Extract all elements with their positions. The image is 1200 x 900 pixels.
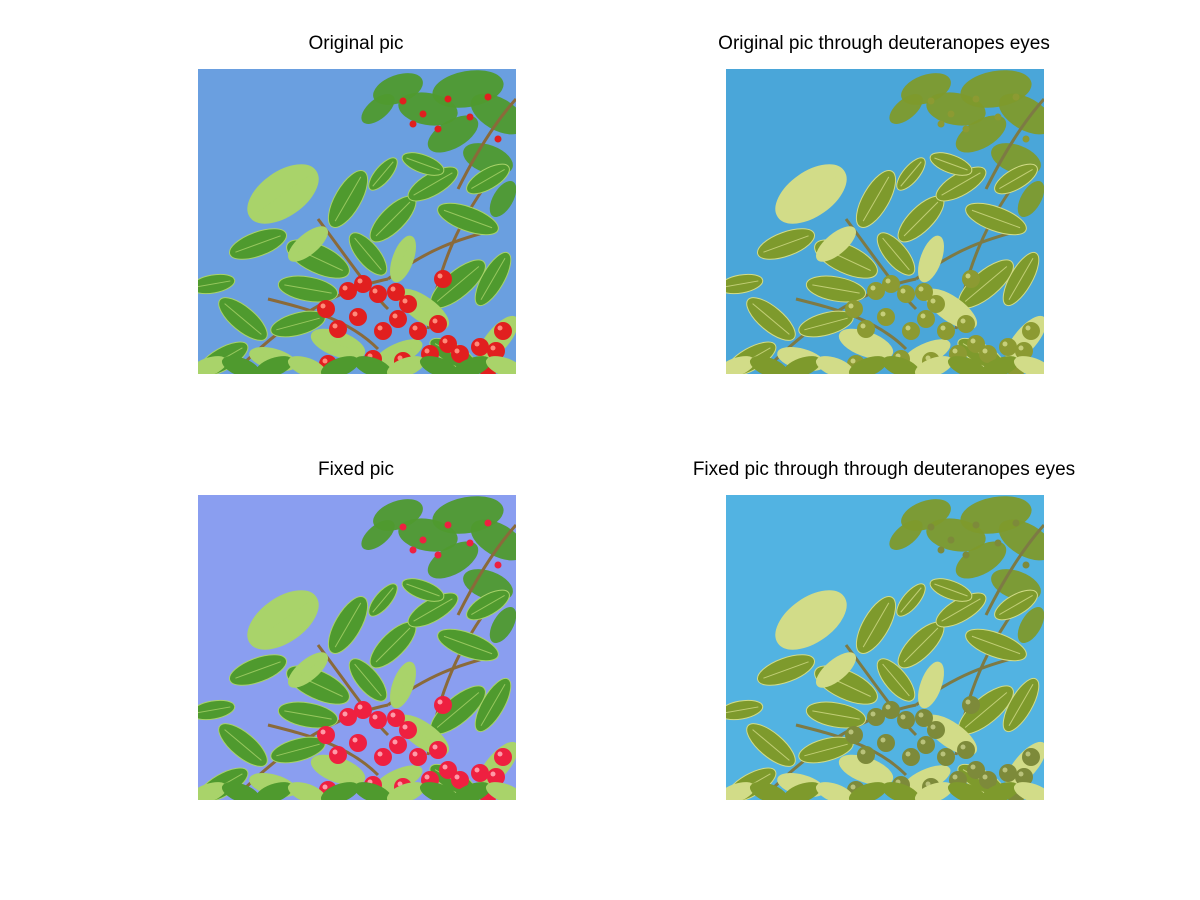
photo-fixed [198, 495, 516, 800]
holly-photo-fixed [198, 495, 516, 800]
holly-photo-original [198, 69, 516, 374]
holly-photo-fixed-deuteranope [726, 495, 1044, 800]
holly-photo-original-deuteranope [726, 69, 1044, 374]
panel-title-original-deuteranope: Original pic through deuteranopes eyes [718, 33, 1050, 55]
photo-original-deuteranope [726, 69, 1044, 374]
photo-fixed-deuteranope [726, 495, 1044, 800]
panel-title-fixed: Fixed pic [318, 459, 394, 481]
panel-title-fixed-deuteranope: Fixed pic through through deuteranopes e… [693, 459, 1075, 481]
panel-title-original: Original pic [308, 33, 403, 55]
photo-original [198, 69, 516, 374]
